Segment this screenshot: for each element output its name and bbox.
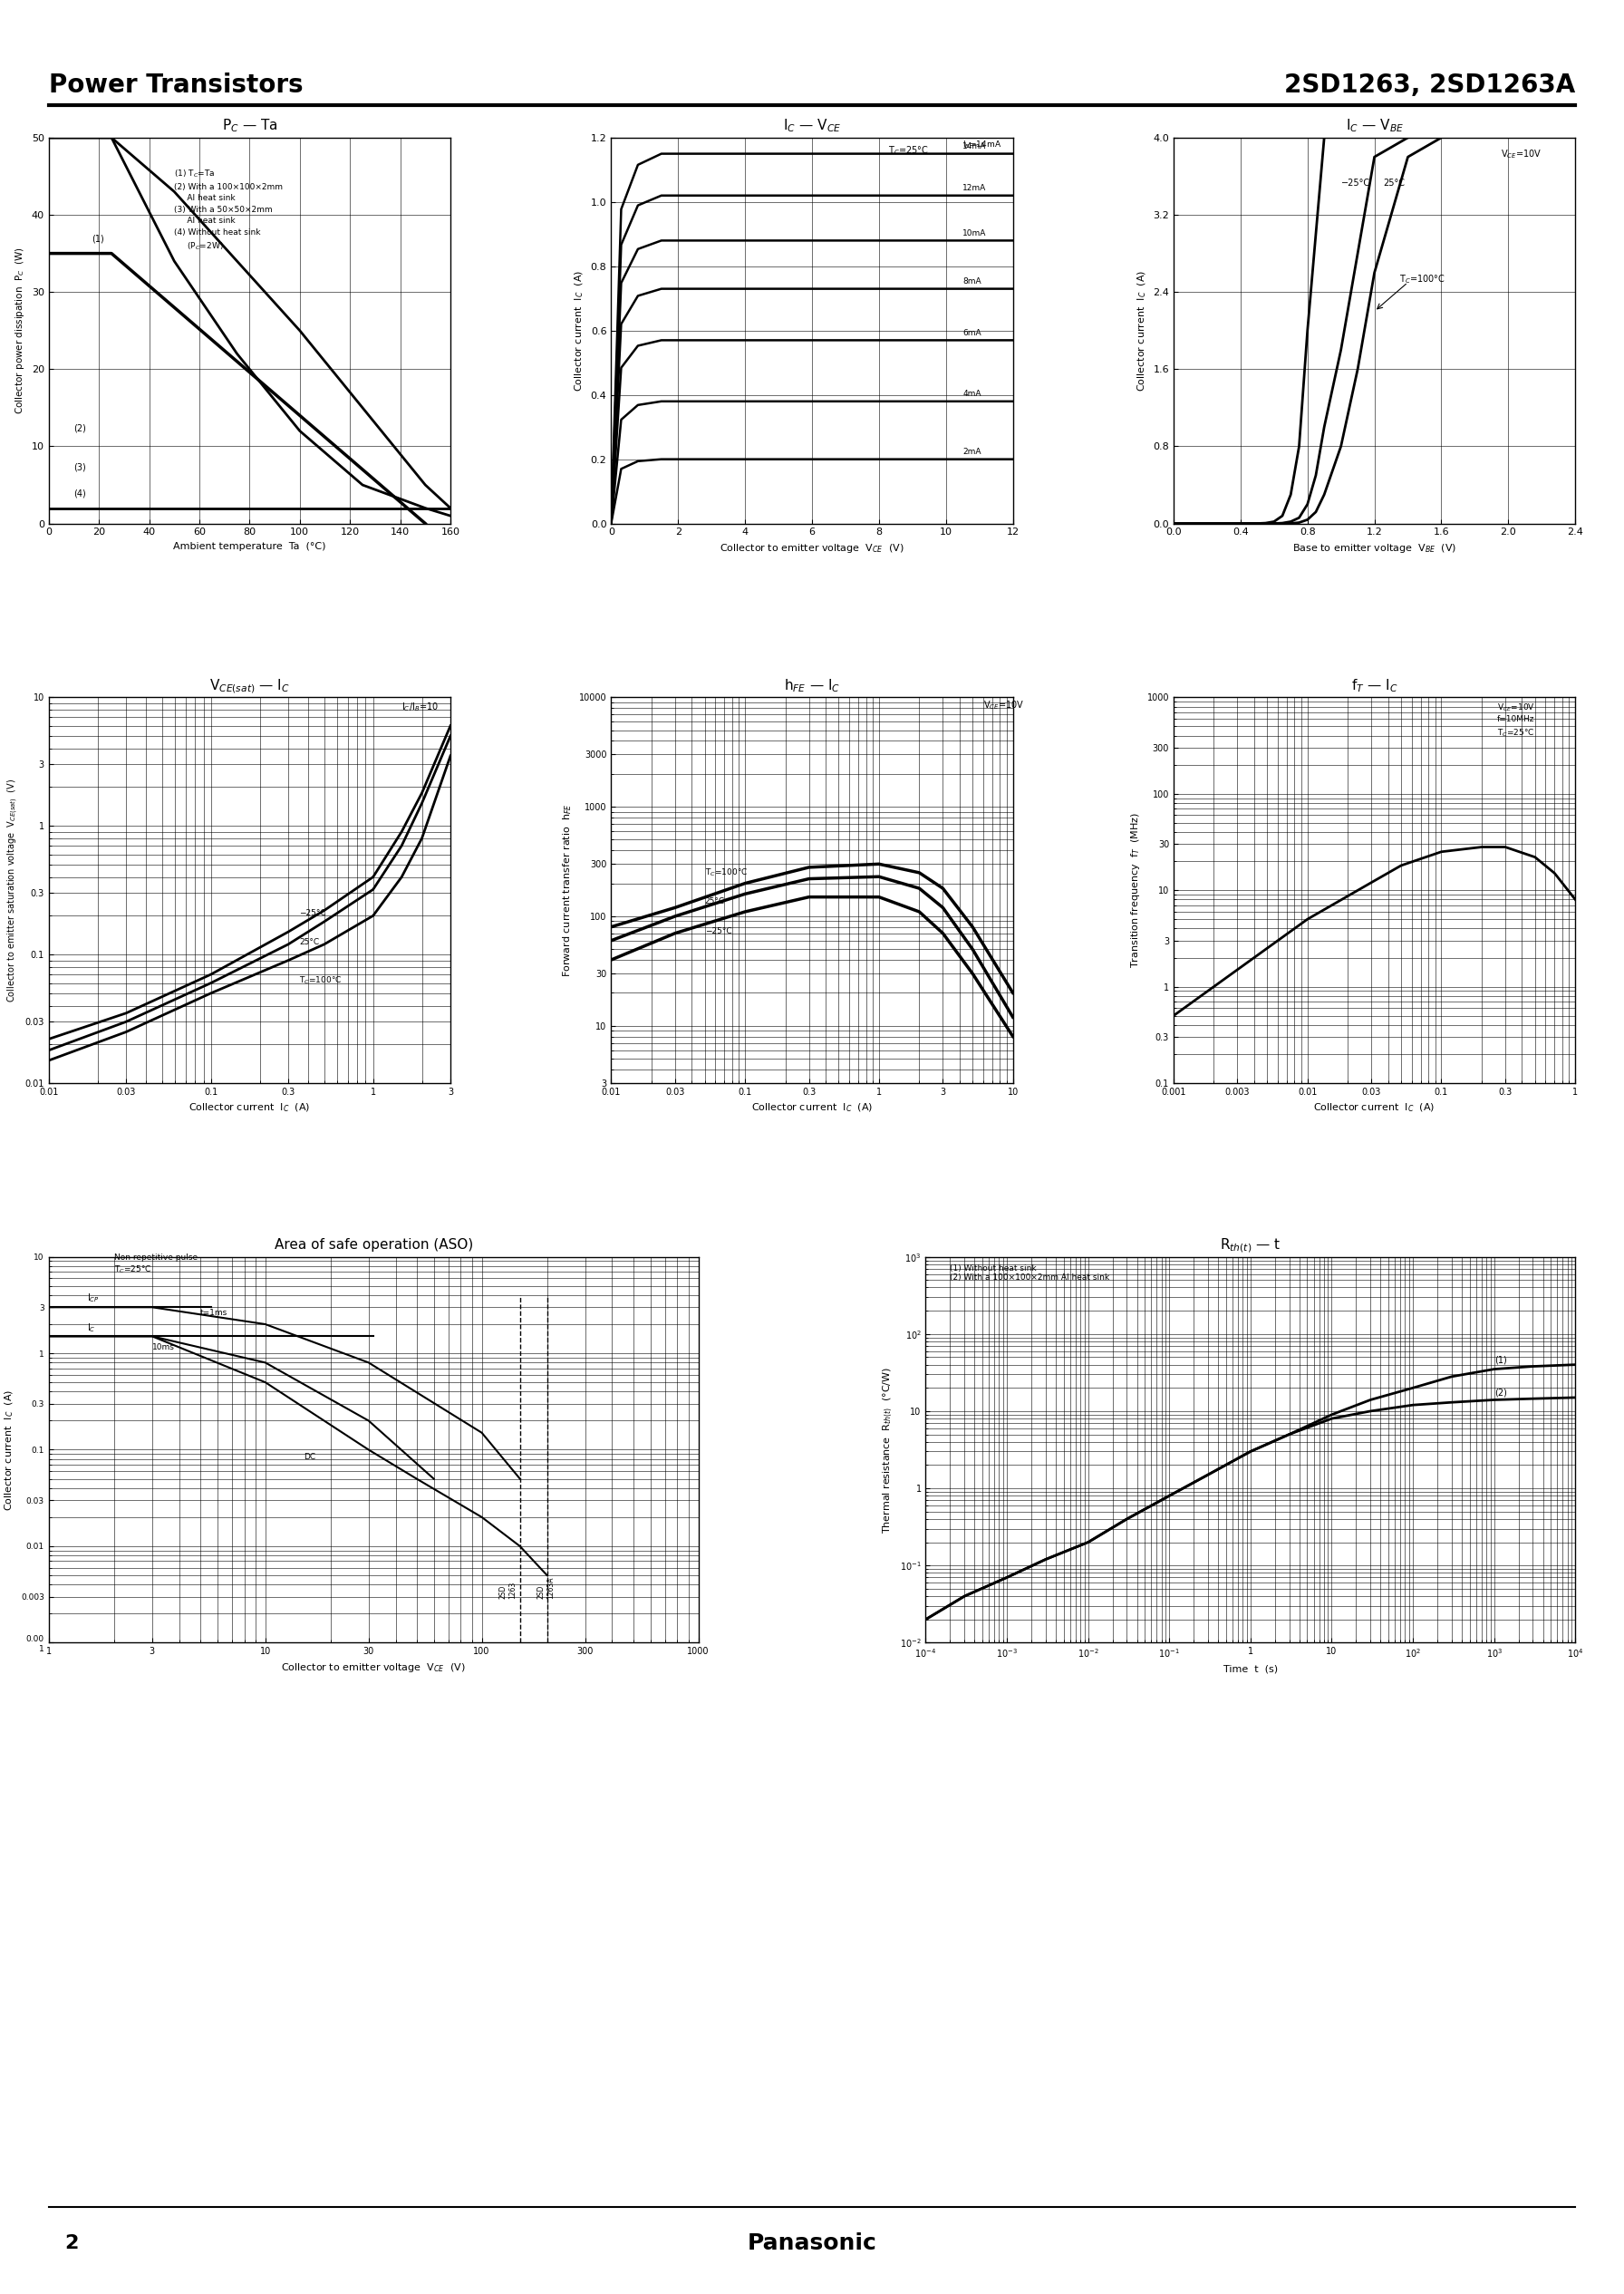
Text: T$_C$=100°C: T$_C$=100°C	[299, 975, 343, 986]
Text: (1) Without heat sink
(2) With a 100×100×2mm Al heat sink: (1) Without heat sink (2) With a 100×100…	[950, 1264, 1109, 1282]
Title: R$_{th(t)}$ — t: R$_{th(t)}$ — t	[1220, 1236, 1281, 1255]
Text: I$_B$=14mA: I$_B$=14mA	[963, 140, 1002, 151]
Text: 12mA: 12mA	[963, 184, 986, 193]
Y-axis label: Collector current  I$_C$  (A): Collector current I$_C$ (A)	[3, 1388, 16, 1509]
Text: V$_{CE}$=10V: V$_{CE}$=10V	[1501, 147, 1541, 161]
Text: T$_C$=25°C: T$_C$=25°C	[888, 145, 929, 158]
Y-axis label: Collector to emitter saturation voltage  V$_{CE(sat)}$  (V): Collector to emitter saturation voltage …	[6, 778, 19, 1002]
Text: DC: DC	[304, 1452, 315, 1461]
Y-axis label: Collector current  I$_C$  (A): Collector current I$_C$ (A)	[1135, 271, 1148, 392]
X-axis label: Collector current  I$_C$  (A): Collector current I$_C$ (A)	[752, 1101, 872, 1115]
Text: T$_C$=100°C: T$_C$=100°C	[705, 867, 747, 879]
Text: 8mA: 8mA	[963, 278, 981, 284]
Text: (2): (2)	[1494, 1388, 1507, 1397]
Y-axis label: Collector current  I$_C$  (A): Collector current I$_C$ (A)	[573, 271, 586, 392]
Text: 2SD
1263A: 2SD 1263A	[538, 1576, 555, 1599]
X-axis label: Collector to emitter voltage  V$_{CE}$  (V): Collector to emitter voltage V$_{CE}$ (V…	[719, 541, 905, 555]
Title: V$_{CE(sat)}$ — I$_C$: V$_{CE(sat)}$ — I$_C$	[209, 677, 289, 695]
Text: V$_{CE}$=10V: V$_{CE}$=10V	[983, 700, 1025, 711]
Text: 6mA: 6mA	[963, 328, 981, 337]
Title: I$_C$ — V$_{CE}$: I$_C$ — V$_{CE}$	[783, 117, 841, 135]
Y-axis label: Transition frequency  f$_T$  (MHz): Transition frequency f$_T$ (MHz)	[1129, 812, 1142, 968]
Text: T$_C$=100°C: T$_C$=100°C	[1400, 273, 1445, 287]
Text: 2SD1263, 2SD1263A: 2SD1263, 2SD1263A	[1285, 71, 1575, 99]
Title: f$_T$ — I$_C$: f$_T$ — I$_C$	[1351, 677, 1398, 693]
X-axis label: Collector current  I$_C$  (A): Collector current I$_C$ (A)	[188, 1101, 310, 1115]
Text: (3): (3)	[73, 463, 86, 470]
Text: −25°C: −25°C	[1341, 179, 1371, 188]
Text: −25°C: −25°C	[705, 927, 731, 936]
Text: (4): (4)	[73, 489, 86, 498]
Text: (1): (1)	[91, 234, 104, 243]
Text: Non repetitive pulse
T$_C$=25°C: Non repetitive pulse T$_C$=25°C	[114, 1255, 198, 1275]
Text: 2SD
1263: 2SD 1263	[499, 1581, 516, 1599]
X-axis label: Time  t  (s): Time t (s)	[1223, 1665, 1278, 1675]
Text: 25°C: 25°C	[299, 938, 320, 945]
X-axis label: Base to emitter voltage  V$_{BE}$  (V): Base to emitter voltage V$_{BE}$ (V)	[1293, 541, 1457, 555]
Text: (1): (1)	[1494, 1356, 1507, 1365]
Text: (2): (2)	[73, 424, 86, 434]
Text: 14mA: 14mA	[963, 142, 986, 151]
Text: 2mA: 2mA	[963, 447, 981, 457]
Text: t=1ms: t=1ms	[200, 1308, 227, 1317]
Y-axis label: Thermal resistance  R$_{th(t)}$  (°C/W): Thermal resistance R$_{th(t)}$ (°C/W)	[882, 1367, 895, 1532]
Text: 4mA: 4mA	[963, 390, 981, 399]
Text: I$_C$/I$_B$=10: I$_C$/I$_B$=10	[401, 700, 438, 713]
Text: 25°C: 25°C	[1382, 179, 1405, 188]
Text: 10ms: 10ms	[153, 1342, 174, 1351]
Text: Power Transistors: Power Transistors	[49, 71, 304, 99]
Title: h$_{FE}$ — I$_C$: h$_{FE}$ — I$_C$	[784, 677, 840, 693]
Title: P$_C$ — Ta: P$_C$ — Ta	[222, 117, 278, 135]
Text: −25°C: −25°C	[299, 908, 326, 918]
Text: I$_{CP}$: I$_{CP}$	[86, 1292, 99, 1305]
Text: Panasonic: Panasonic	[747, 2232, 877, 2255]
X-axis label: Collector to emitter voltage  V$_{CE}$  (V): Collector to emitter voltage V$_{CE}$ (V…	[281, 1661, 466, 1675]
X-axis label: Collector current  I$_C$  (A): Collector current I$_C$ (A)	[1314, 1101, 1436, 1115]
Y-axis label: Collector power dissipation  P$_C$  (W): Collector power dissipation P$_C$ (W)	[13, 248, 26, 415]
Y-axis label: Forward current transfer ratio  h$_{FE}$: Forward current transfer ratio h$_{FE}$	[562, 803, 573, 977]
Text: (1) T$_C$=Ta
(2) With a 100×100×2mm
     Al heat sink
(3) With a 50×50×2mm
     : (1) T$_C$=Ta (2) With a 100×100×2mm Al h…	[174, 167, 283, 252]
Text: 25°C: 25°C	[705, 897, 724, 906]
X-axis label: Ambient temperature  Ta  (°C): Ambient temperature Ta (°C)	[174, 541, 326, 551]
Text: 10mA: 10mA	[963, 229, 986, 236]
Title: Area of safe operation (ASO): Area of safe operation (ASO)	[274, 1239, 473, 1253]
Text: V$_{CE}$=10V
f=10MHz
T$_C$=25°C: V$_{CE}$=10V f=10MHz T$_C$=25°C	[1497, 702, 1535, 739]
Title: I$_C$ — V$_{BE}$: I$_C$ — V$_{BE}$	[1345, 117, 1403, 135]
Text: 2: 2	[65, 2234, 80, 2253]
Text: I$_C$: I$_C$	[86, 1321, 96, 1335]
